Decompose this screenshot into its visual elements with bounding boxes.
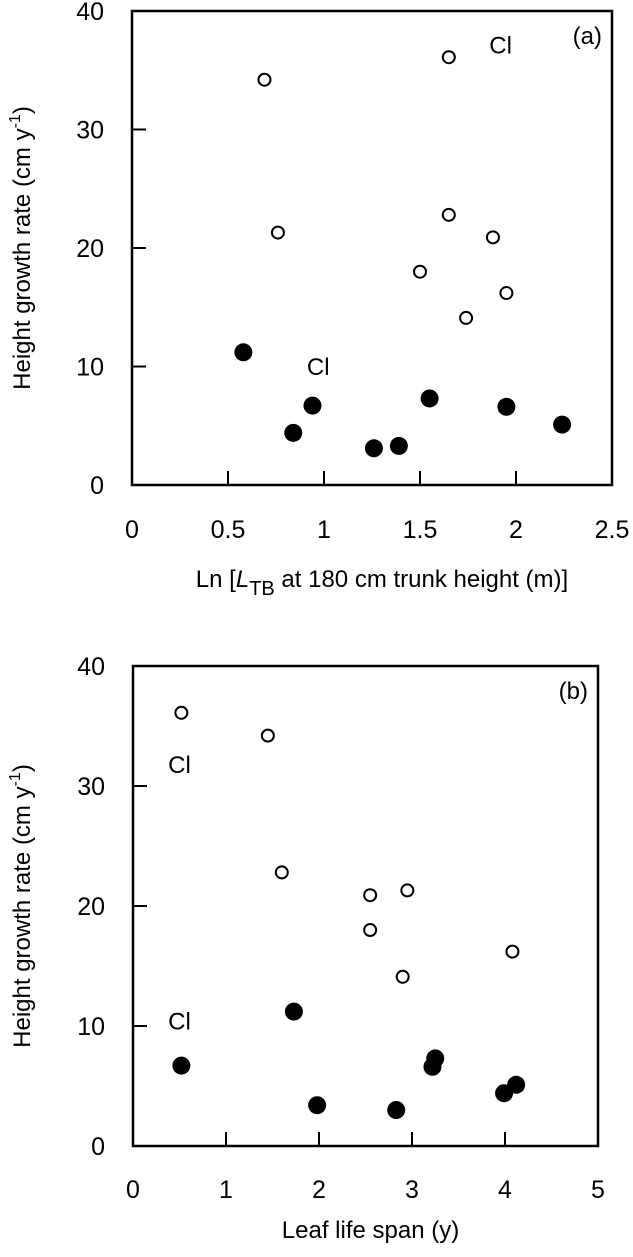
x-tick-label: 3 <box>405 1176 419 1204</box>
y-axis-label: Height growth rate (cm y-1) <box>7 764 36 1048</box>
panel-label: (b) <box>559 678 588 705</box>
data-point-open <box>260 728 275 743</box>
y-tick-label: 10 <box>77 1013 105 1041</box>
x-tick-label: 5 <box>591 1176 605 1204</box>
data-point-filled <box>284 1002 303 1021</box>
filled-series <box>172 1002 526 1119</box>
filled-series <box>234 343 572 458</box>
data-point-filled <box>303 396 322 415</box>
x-tick-label: 2.5 <box>595 516 630 544</box>
data-point-filled <box>308 1096 327 1115</box>
data-point-filled <box>387 1101 406 1119</box>
data-point-filled <box>553 415 572 434</box>
x-tick-label: 0.5 <box>211 516 246 544</box>
y-tick-label: 30 <box>76 117 104 145</box>
x-tick-label: 2 <box>312 1176 326 1204</box>
data-point-open <box>274 865 289 880</box>
annotation-cl: Cl <box>489 33 512 60</box>
panel-b-scatter-plot: 0 10 20 30 40 0 1 2 3 4 5 Leaf life span (y) Height … <box>7 653 605 1244</box>
data-point-filled <box>507 1075 526 1094</box>
data-point-open <box>485 230 500 245</box>
x-tick-label: 4 <box>498 1176 512 1204</box>
y-tick-label: 0 <box>91 1133 105 1161</box>
x-tick-label: 1.5 <box>403 516 438 544</box>
data-point-open <box>395 969 410 984</box>
data-point-open <box>441 50 456 65</box>
x-tick-label: 1 <box>219 1176 233 1204</box>
data-point-open <box>400 883 415 898</box>
x-tick-label: 0 <box>126 1176 140 1204</box>
data-point-filled <box>423 1057 442 1076</box>
y-tick-label: 0 <box>90 472 104 500</box>
y-tick-label: 20 <box>76 235 104 263</box>
y-tick-label: 30 <box>77 773 105 801</box>
data-point-open <box>505 944 520 959</box>
y-tick-label: 20 <box>77 893 105 921</box>
data-point-filled <box>284 423 303 442</box>
panel-label: (a) <box>573 23 602 50</box>
y-axis-label: Height growth rate (cm y-1) <box>7 106 36 390</box>
y-tick-label: 40 <box>77 653 105 681</box>
data-point-open <box>499 286 514 301</box>
open-series <box>257 50 514 325</box>
x-axis-label: Ln [LTB at 180 cm trunk height (m)] <box>196 566 568 600</box>
data-point-filled <box>172 1056 191 1075</box>
x-tick-label: 2 <box>509 516 523 544</box>
data-point-filled <box>420 389 439 408</box>
data-point-open <box>459 310 474 325</box>
data-point-open <box>441 207 456 222</box>
data-point-open <box>363 888 378 903</box>
data-point-filled <box>497 397 516 416</box>
data-point-open <box>257 72 272 87</box>
x-tick-label: 0 <box>125 516 139 544</box>
data-point-filled <box>389 436 408 455</box>
data-point-open <box>174 705 189 720</box>
open-series <box>174 705 520 984</box>
annotation-cl: Cl <box>307 354 330 381</box>
y-tick-label: 10 <box>76 354 104 382</box>
x-tick-label: 1 <box>317 516 331 544</box>
x-axis-label: Leaf life span (y) <box>282 1217 459 1244</box>
annotation-cl: Cl <box>168 1009 191 1036</box>
plot-frame <box>131 664 600 1148</box>
plot-frame <box>130 9 614 487</box>
annotation-cl: Cl <box>168 752 191 779</box>
data-point-filled <box>234 343 253 362</box>
data-point-open <box>363 923 378 937</box>
data-point-filled <box>364 439 383 458</box>
data-point-open <box>413 264 427 279</box>
y-tick-label: 40 <box>76 0 104 26</box>
data-point-open <box>270 225 285 240</box>
panel-a-scatter-plot: 0 10 20 30 40 0 0.5 1 1.5 2 2.5 Ln [LTB at 180 cm t… <box>7 0 629 600</box>
